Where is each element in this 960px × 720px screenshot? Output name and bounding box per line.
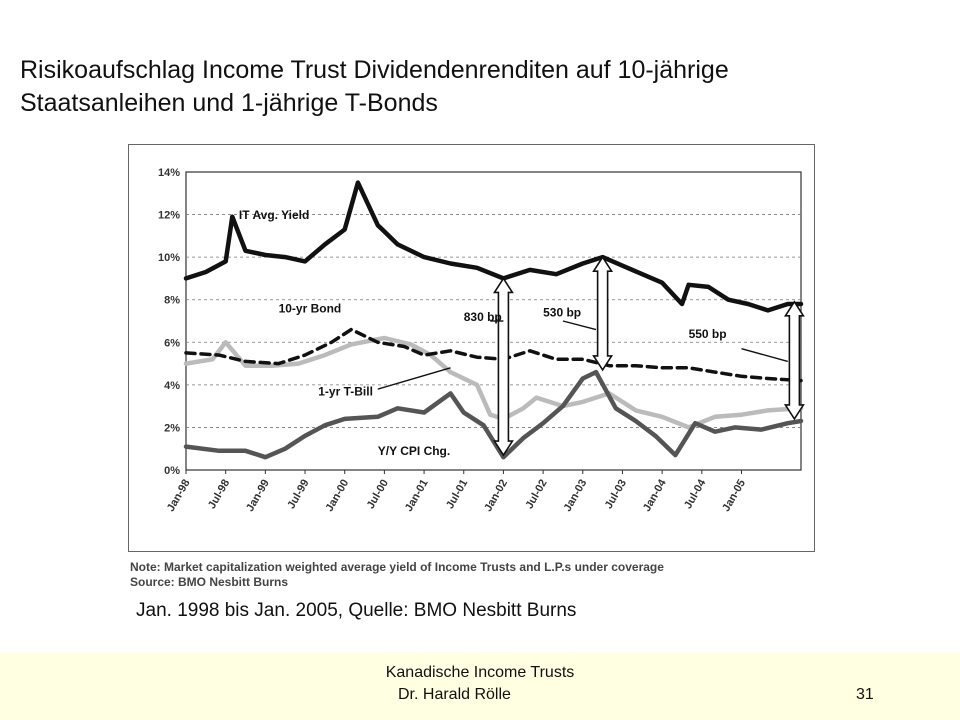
spread-arrow (592, 255, 614, 372)
chart-annotation: 10-yr Bond (279, 301, 342, 315)
leader-line (562, 320, 597, 331)
chart-annotation: Y/Y CPI Chg. (378, 444, 450, 458)
x-tick-label: Jul-03 (603, 478, 629, 512)
chart-annotation: 530 bp (543, 306, 581, 320)
leader-line (741, 347, 788, 363)
x-tick-label: Jan-05 (720, 478, 748, 514)
y-tick-label: 8% (164, 295, 180, 307)
series-line-y-y-cpi-chg (183, 369, 804, 460)
chart-note: Note: Market capitalization weighted ave… (130, 560, 664, 574)
chart-annotation: IT Avg. Yield (239, 208, 309, 222)
y-tick-label: 2% (164, 422, 180, 434)
y-tick-label: 4% (164, 380, 180, 392)
chart-annotation: 830 bp (464, 310, 502, 324)
footer-title: Kanadische Income Trusts (385, 664, 575, 681)
chart-annotation: 550 bp (689, 327, 727, 341)
chart-annotation: 1-yr T-Bill (318, 385, 373, 399)
x-tick-label: Jul-99 (285, 478, 311, 512)
series-line-1-yr-t-bill (183, 335, 804, 430)
y-tick-label: 10% (158, 252, 180, 264)
x-tick-label: Jan-00 (323, 478, 351, 514)
x-tick-label: Jan-99 (244, 478, 272, 514)
series-line-it-avg-yield (183, 180, 804, 313)
spread-arrow (783, 300, 805, 421)
x-tick-label: Jan-98 (165, 478, 193, 514)
x-tick-label: Jul-01 (444, 478, 470, 512)
y-tick-label: 6% (164, 337, 180, 349)
x-tick-label: Jan-02 (482, 478, 510, 514)
risk-premium-chart: 0% 2% 4% 6% 8% 10% 12% 14% Jan-98 Jul-98 Jan-99 Jul… (158, 167, 805, 514)
footer-author: Dr. Harald Rölle (398, 686, 511, 703)
x-tick-label: Jan-01 (403, 478, 431, 514)
leader-line (377, 367, 451, 390)
slide-title-line-1: Risikoaufschlag Income Trust Dividendenr… (20, 56, 729, 84)
page-number: 31 (856, 686, 874, 703)
y-tick-label: 0% (164, 465, 180, 477)
x-tick-label: Jan-04 (641, 477, 669, 514)
y-tick-label: 12% (158, 210, 180, 222)
x-tick-label: Jul-98 (206, 478, 232, 512)
x-tick-label: Jan-03 (562, 478, 590, 514)
x-tick-label: Jul-04 (682, 477, 709, 511)
chart-source: Source: BMO Nesbitt Burns (130, 575, 289, 589)
x-tick-label: Jul-00 (365, 478, 391, 512)
slide-title: Risikoaufschlag Income Trust Dividendenr… (20, 54, 950, 120)
x-tick-label: Jul-02 (523, 478, 549, 512)
slide-caption: Jan. 1998 bis Jan. 2005, Quelle: BMO Nes… (136, 600, 577, 621)
spread-arrow (492, 276, 514, 457)
footer: Kanadische Income Trusts Dr. Harald Röll… (0, 652, 960, 720)
series-line-10-yr-bond (184, 327, 803, 383)
y-tick-label: 14% (158, 167, 180, 179)
slide-title-line-2: Staatsanleihen und 1-jährige T-Bonds (20, 89, 438, 117)
